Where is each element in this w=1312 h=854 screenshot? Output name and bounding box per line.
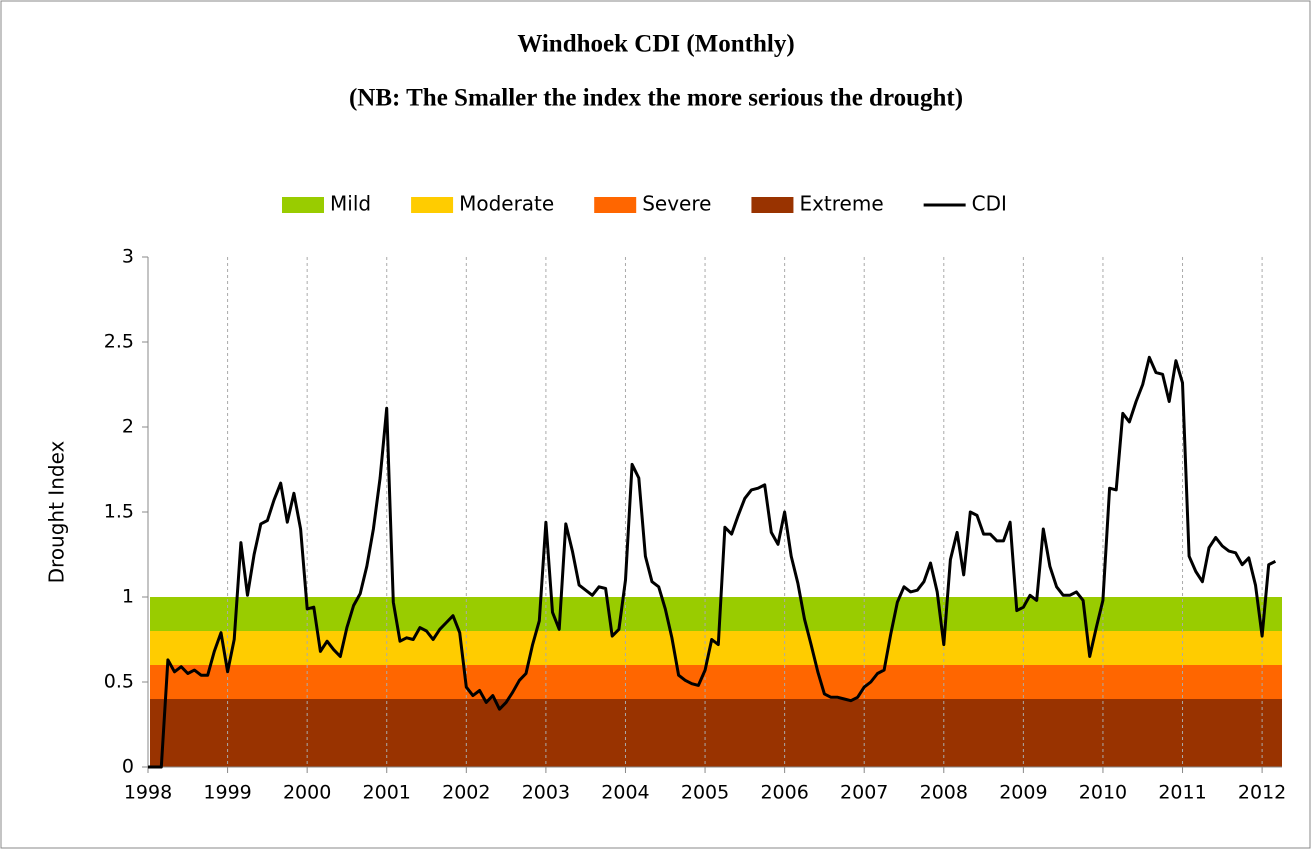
y-axis-label: Drought Index xyxy=(45,440,69,583)
drought-band xyxy=(150,597,1282,631)
y-tick-label: 0 xyxy=(122,756,134,778)
legend-swatch xyxy=(594,197,637,213)
x-tick-label: 2004 xyxy=(601,782,649,804)
x-tick-label: 2009 xyxy=(999,782,1047,804)
legend-label: CDI xyxy=(972,192,1007,216)
y-tick-label: 2.5 xyxy=(104,331,134,353)
drought-band xyxy=(150,699,1282,767)
legend-label: Extreme xyxy=(799,192,883,216)
legend-label: Mild xyxy=(330,192,371,216)
y-tick-label: 1.5 xyxy=(104,501,134,523)
x-tick-label: 2002 xyxy=(442,782,490,804)
y-tick-label: 3 xyxy=(122,246,134,268)
x-tick-label: 1999 xyxy=(203,782,251,804)
legend-label: Moderate xyxy=(459,192,554,216)
legend-label: Severe xyxy=(642,192,711,216)
chart-subtitle: (NB: The Smaller the index the more seri… xyxy=(349,85,963,112)
x-tick-label: 2008 xyxy=(920,782,968,804)
x-tick-label: 2005 xyxy=(681,782,729,804)
legend-swatch xyxy=(282,197,324,213)
x-tick-label: 2001 xyxy=(363,782,411,804)
x-tick-label: 2006 xyxy=(760,782,808,804)
cdi-line xyxy=(148,355,1277,769)
y-tick-label: 2 xyxy=(122,416,134,438)
y-tick-label: 0.5 xyxy=(104,671,134,693)
y-tick-label: 1 xyxy=(122,586,134,608)
x-tick-label: 2012 xyxy=(1238,782,1286,804)
chart-title: Windhoek CDI (Monthly) xyxy=(517,31,794,58)
x-tick-label: 2010 xyxy=(1079,782,1127,804)
x-tick-label: 2003 xyxy=(522,782,570,804)
x-tick-label: 2000 xyxy=(283,782,331,804)
x-tick-label: 2011 xyxy=(1158,782,1206,804)
x-tick-label: 1998 xyxy=(124,782,172,804)
x-tick-label: 2007 xyxy=(840,782,888,804)
drought-band xyxy=(150,665,1282,699)
legend-swatch xyxy=(411,197,454,213)
legend-swatch xyxy=(751,197,794,213)
